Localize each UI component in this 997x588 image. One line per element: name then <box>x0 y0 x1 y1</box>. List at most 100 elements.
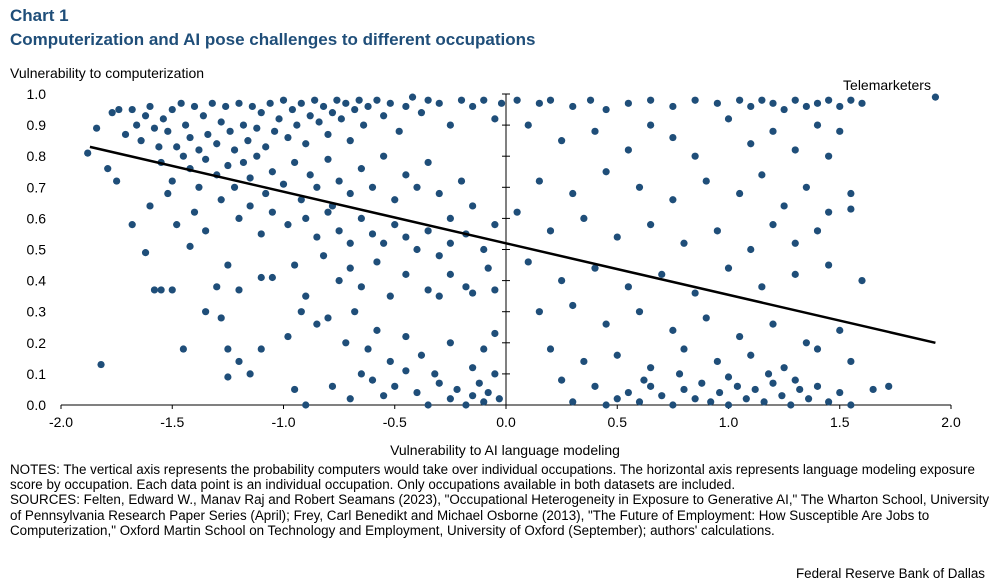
data-point <box>288 105 296 114</box>
data-point <box>480 96 488 104</box>
data-point <box>346 189 354 198</box>
data-point <box>333 96 341 104</box>
data-point <box>724 115 733 123</box>
data-point <box>484 388 492 397</box>
data-point <box>291 261 299 269</box>
data-point <box>328 109 337 117</box>
data-point <box>364 102 372 111</box>
data-point <box>217 196 225 204</box>
data-point <box>805 395 813 403</box>
data-point <box>758 283 766 291</box>
data-point <box>680 239 688 247</box>
data-point <box>346 395 354 403</box>
data-point <box>885 382 893 390</box>
data-point <box>335 277 343 285</box>
axes: 0.0 0.1 0.2 0.3 0.4 0.5 0.6 0.7 0.8 0.9 1.0 -2.0 -1.… <box>27 86 961 430</box>
data-point <box>535 308 543 316</box>
data-point <box>357 283 365 291</box>
data-point <box>591 264 599 272</box>
data-point <box>462 401 470 409</box>
data-point <box>257 273 265 282</box>
data-point <box>469 289 477 297</box>
data-point <box>640 376 648 384</box>
data-point <box>707 398 715 406</box>
data-point <box>658 270 666 278</box>
points-layer <box>84 93 940 409</box>
data-point <box>391 221 399 229</box>
data-point <box>769 99 777 107</box>
data-point <box>195 146 203 154</box>
data-point <box>613 395 621 403</box>
data-point <box>279 96 288 104</box>
data-point <box>736 189 744 198</box>
data-point <box>847 96 855 104</box>
data-point <box>104 165 112 173</box>
data-point <box>121 130 130 139</box>
data-point <box>402 270 410 278</box>
data-point <box>780 202 788 210</box>
x-tick-label: -0.5 <box>383 414 407 430</box>
data-point <box>128 105 136 114</box>
y-tick-label: 0.1 <box>27 366 47 382</box>
data-point <box>262 189 270 198</box>
y-tick-label: 0.2 <box>27 335 47 351</box>
data-point <box>313 233 321 241</box>
data-point <box>313 183 321 191</box>
data-point <box>791 146 799 154</box>
data-point <box>613 233 621 241</box>
data-point <box>346 239 354 247</box>
data-point <box>168 286 176 294</box>
data-point <box>813 227 822 235</box>
data-point <box>84 149 92 157</box>
notes-block: NOTES: The vertical axis represents the … <box>10 462 990 538</box>
data-point <box>268 168 276 176</box>
data-point <box>569 301 577 310</box>
data-point <box>724 264 733 272</box>
data-point <box>128 221 136 229</box>
data-point <box>435 99 443 107</box>
data-point <box>546 227 555 235</box>
data-point <box>747 102 755 111</box>
y-tick-label: 0.6 <box>27 210 47 226</box>
data-point <box>624 99 632 107</box>
data-point <box>217 314 225 322</box>
data-point <box>624 388 632 397</box>
data-point <box>222 102 230 111</box>
data-point <box>780 105 788 114</box>
data-point <box>613 351 621 359</box>
data-point <box>373 326 381 334</box>
telemarketers-annotation: Telemarketers <box>843 77 931 93</box>
data-point <box>680 385 688 394</box>
data-point <box>342 99 350 107</box>
data-point <box>858 99 866 107</box>
data-point <box>351 308 359 316</box>
data-point <box>758 171 766 179</box>
data-point <box>602 320 610 328</box>
y-tick-label: 0.4 <box>27 273 47 289</box>
x-axis-label: Vulnerability to AI language modeling <box>390 442 620 458</box>
data-point <box>713 227 721 235</box>
data-point <box>335 227 343 235</box>
data-point <box>424 158 432 167</box>
x-tick-label: -2.0 <box>49 414 73 430</box>
data-point <box>306 112 314 120</box>
data-point <box>373 96 381 104</box>
data-point <box>535 99 543 107</box>
data-point <box>413 245 421 254</box>
data-point <box>446 239 454 247</box>
x-tick-label: 2.0 <box>941 414 961 430</box>
data-point <box>239 121 248 129</box>
data-point <box>199 112 207 120</box>
data-point <box>213 283 221 291</box>
data-point <box>380 239 388 247</box>
data-point <box>747 245 755 254</box>
data-point <box>373 258 381 266</box>
data-point <box>239 158 248 167</box>
data-point <box>402 367 410 375</box>
data-point <box>297 196 305 204</box>
data-point <box>747 351 755 359</box>
data-point <box>484 264 492 272</box>
data-point <box>97 360 105 369</box>
data-point <box>226 127 234 135</box>
data-point <box>435 292 443 300</box>
